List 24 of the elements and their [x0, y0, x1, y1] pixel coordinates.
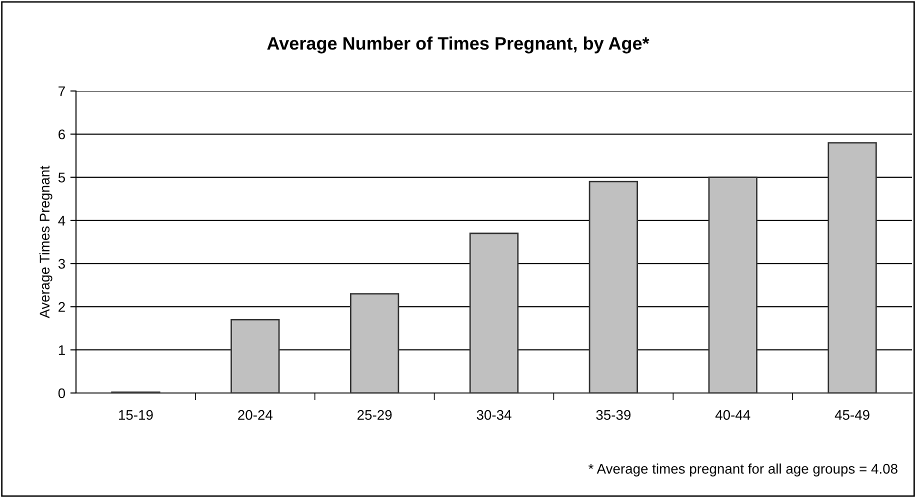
x-tick-label: 40-44: [715, 410, 750, 420]
bar: [708, 176, 758, 393]
y-tick-label: 7: [58, 86, 65, 96]
y-tick-label: 6: [58, 129, 65, 140]
x-tick-label: 35-39: [596, 410, 631, 420]
x-tick-label: 30-34: [476, 410, 512, 420]
y-tick-label: 1: [58, 345, 65, 355]
bar: [230, 318, 280, 393]
bar: [588, 180, 638, 393]
x-tick-label: 45-49: [834, 410, 870, 420]
text: * Average times pregnant for all age groups = 4.08: [588, 464, 898, 476]
bar: [469, 232, 519, 393]
chart-title: Average Number of Times Pregnant, by Age*: [267, 36, 650, 54]
x-tick-label: 25-29: [358, 410, 392, 420]
x-tick-label: 15-19: [119, 410, 153, 420]
y-tick-label: 5: [58, 172, 65, 182]
x-tick-label: 20-24: [238, 410, 272, 420]
bar: [828, 142, 877, 393]
y-tick-label: 3: [58, 258, 65, 269]
bar: [350, 293, 400, 393]
y-axis-title: Average Times Pregnant: [39, 166, 52, 318]
y-tick-label: 4: [58, 216, 66, 226]
y-tick-label: 0: [58, 388, 66, 398]
y-tick-label: 2: [58, 302, 65, 312]
